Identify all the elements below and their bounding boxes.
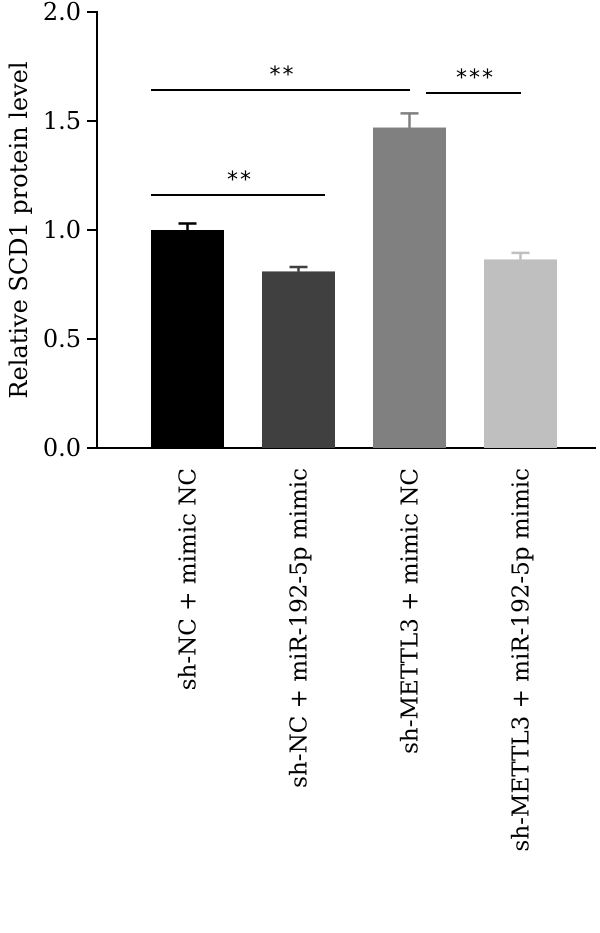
x-tick-label: sh-NC + mimic NC [176,468,202,690]
bar [262,271,335,448]
significance-label: ** [227,168,253,193]
bars [151,112,557,448]
y-tick-label: 0.0 [43,434,81,462]
bar [151,230,224,448]
y-axis-title: Relative SCD1 protein level [5,61,33,398]
y-tick-label: 1.0 [43,216,81,244]
bar [484,259,557,448]
bar [373,127,446,448]
x-tick-label: sh-NC + miR-192-5p mimic [287,468,313,788]
category-labels: sh-NC + mimic NC sh-NC + miR-192-5p mimic… [176,468,535,851]
y-tick-label: 2.0 [43,0,81,26]
y-tick-label: 1.5 [43,107,81,135]
x-tick-label: sh-METTL3 + mimic NC [398,468,424,754]
significance-annotations: **** *** [151,63,521,196]
significance-label: *** [456,66,495,91]
significance-label: ** [270,63,296,88]
x-tick-label: sh-METTL3 + miR-192-5p mimic [509,468,535,851]
y-tick-label: 0.5 [43,325,81,353]
